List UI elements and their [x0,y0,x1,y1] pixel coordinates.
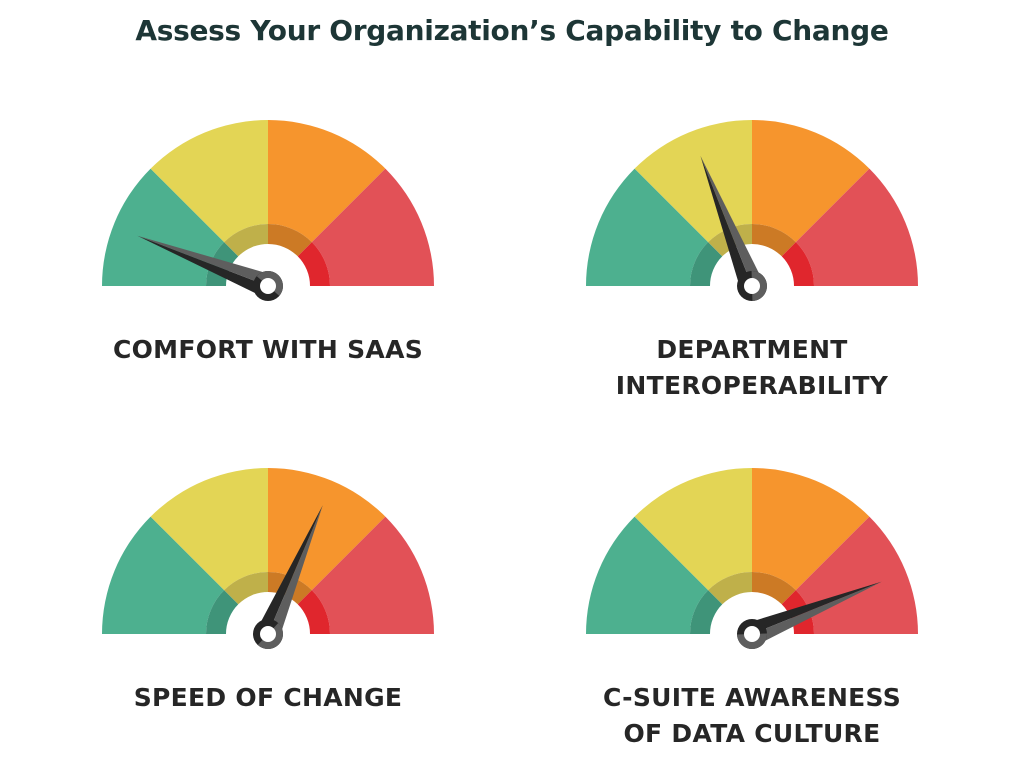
medium-low-zone [150,120,268,243]
needle-upper [256,505,323,634]
medium-low-zone-inner [224,572,268,605]
label-line: COMFORT WITH SAAS [112,335,424,364]
needle-pivot-center [260,626,276,642]
gauge-dial [102,120,434,301]
medium-low-zone-inner [224,224,268,257]
gauge-speed-of-change [98,463,438,663]
gauge-dial [586,120,918,301]
medium-high-zone [268,120,386,243]
medium-high-zone-inner [752,572,796,605]
gauge-comfort-with-saas [98,115,438,315]
medium-high-zone-inner [752,224,796,257]
gauge-dial [586,468,918,649]
needle-pivot-center [260,278,276,294]
medium-high-zone-inner [268,224,312,257]
high-zone [311,516,434,634]
needle-lower [268,505,323,639]
gauge-label: C-SUITE AWARENESS OF DATA CULTURE [542,680,962,752]
label-line: DEPARTMENT [656,335,848,364]
low-zone-inner [690,242,723,286]
gauge-label: DEPARTMENT INTEROPERABILITY [542,332,962,404]
low-zone-inner [690,590,723,634]
gauge-dial [102,468,434,649]
label-line: C-SUITE AWARENESS [602,683,902,712]
medium-high-zone [752,468,870,591]
page-title: Assess Your Organization’s Capability to… [135,14,889,47]
gauge-department-interoperability [582,115,922,315]
label-line: SPEED OF CHANGE [133,683,403,712]
needle-upper [700,155,752,291]
low-zone [586,516,709,634]
needle-pivot-center [744,278,760,294]
label-line: OF DATA CULTURE [623,719,881,748]
low-zone [102,516,225,634]
gauge-label: SPEED OF CHANGE [58,680,478,716]
label-line: INTEROPERABILITY [615,371,889,400]
high-zone-inner [297,242,330,286]
high-zone-inner [781,242,814,286]
needle-lower [752,581,882,646]
low-zone [586,168,709,286]
high-zone [795,168,918,286]
needle-lower [137,235,273,286]
gauge-c-suite-awareness [582,463,922,663]
needle-lower [700,155,764,286]
needle-pivot-center [744,626,760,642]
gauge-label: COMFORT WITH SAAS [58,332,478,368]
high-zone [311,168,434,286]
needle-upper [747,581,882,634]
medium-low-zone [150,468,268,591]
medium-low-zone [634,468,752,591]
high-zone-inner [297,590,330,634]
medium-low-zone-inner [708,572,752,605]
low-zone-inner [206,590,239,634]
needle-upper [137,235,268,298]
medium-high-zone [752,120,870,243]
